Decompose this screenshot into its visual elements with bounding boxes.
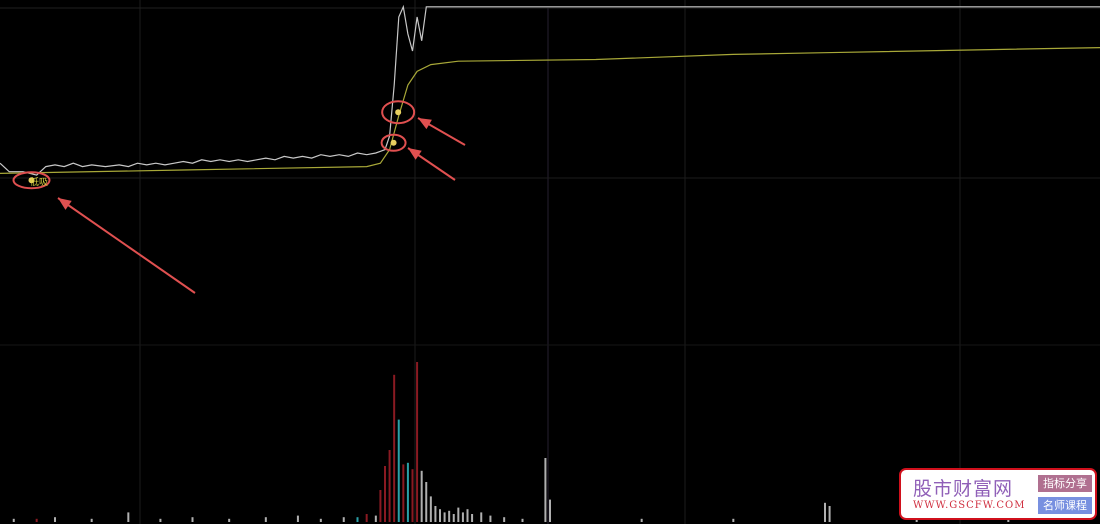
volume-bar xyxy=(452,514,455,522)
volume-bar xyxy=(35,518,38,522)
volume-bar xyxy=(549,499,551,522)
volume-bar xyxy=(127,512,130,522)
volume-bar xyxy=(420,470,423,522)
volume-bar xyxy=(471,514,474,522)
volume-bar xyxy=(732,518,735,522)
signal-marker xyxy=(390,139,397,146)
volume-bar xyxy=(915,518,918,522)
volume-bar xyxy=(393,374,396,522)
volume-bar xyxy=(402,464,405,522)
volume-bar xyxy=(374,515,377,522)
signal-marker xyxy=(28,177,35,184)
watermark-url: WWW.GSCFW.COM xyxy=(913,500,1026,511)
volume-bar xyxy=(356,517,359,522)
highlight-circle xyxy=(12,171,51,190)
volume-bar xyxy=(544,458,547,522)
volume-bar xyxy=(296,515,299,522)
volume-bar xyxy=(439,509,441,522)
watermark-tag: 名师课程 xyxy=(1038,497,1092,514)
volume-bar xyxy=(379,490,382,522)
watermark-name: 股市财富网 xyxy=(913,478,1014,500)
highlight-circle xyxy=(380,133,407,152)
volume-bar xyxy=(429,496,432,522)
volume-bar xyxy=(480,512,483,522)
volume-bar xyxy=(828,506,831,522)
volume-bar xyxy=(503,517,506,522)
volume-bar xyxy=(191,517,194,522)
volume-bar xyxy=(416,362,419,522)
volume-bar xyxy=(12,518,15,522)
volume-bar xyxy=(397,419,400,522)
volume-bar xyxy=(228,518,231,522)
volume-bar xyxy=(319,518,322,522)
arrow xyxy=(57,197,196,294)
volume-bar xyxy=(388,450,391,522)
volume-bar xyxy=(489,515,492,522)
arrow-head-icon xyxy=(418,118,432,130)
volume-bar xyxy=(384,466,386,522)
volume-bar xyxy=(425,482,428,522)
signal-marker xyxy=(395,109,402,116)
volume-bar xyxy=(824,502,826,522)
volume-bar xyxy=(406,462,409,522)
volume-bar xyxy=(434,506,437,522)
volume-bar xyxy=(461,512,464,522)
volume-bar xyxy=(521,518,524,522)
signal-label: 低吸 xyxy=(30,178,49,188)
volume-bar xyxy=(264,517,267,522)
volume-bar xyxy=(159,518,162,522)
arrow-head-icon xyxy=(408,148,422,160)
volume-bar xyxy=(54,517,56,522)
watermark-logo: 股市财富网 WWW.GSCFW.COM 指标分享 名师课程 xyxy=(899,468,1097,520)
volume-bar xyxy=(90,518,93,522)
volume-bar xyxy=(365,514,368,522)
volume-bar xyxy=(342,517,345,522)
highlight-circle xyxy=(381,100,416,125)
arrow-head-icon xyxy=(58,198,72,210)
watermark-tag: 指标分享 xyxy=(1038,475,1092,492)
volume-bar xyxy=(466,509,469,522)
volume-bar xyxy=(448,510,451,522)
volume-bar xyxy=(443,512,446,522)
price-line xyxy=(0,4,1100,176)
volume-bar xyxy=(457,507,460,522)
average-line xyxy=(0,47,1100,174)
volume-bar xyxy=(640,518,643,522)
volume-bar xyxy=(411,469,414,522)
